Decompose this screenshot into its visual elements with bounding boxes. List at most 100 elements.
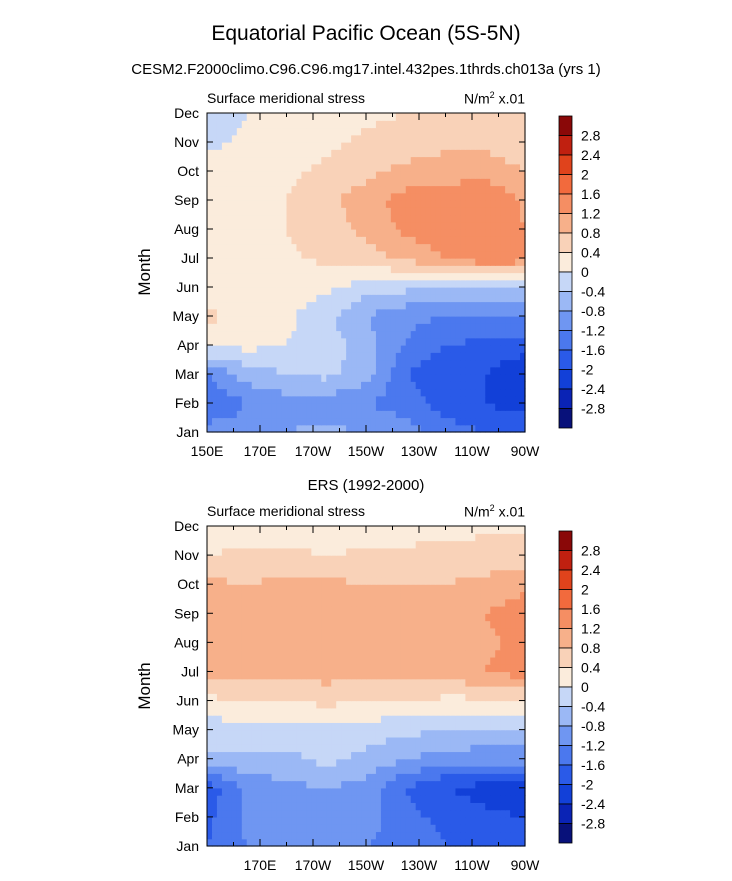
heatmap-cell bbox=[385, 134, 392, 143]
heatmap-cell bbox=[226, 149, 233, 158]
heatmap-cell bbox=[435, 229, 442, 237]
heatmap-cell bbox=[241, 214, 248, 223]
heatmap-cell bbox=[306, 787, 312, 796]
heatmap-cell bbox=[291, 656, 298, 665]
heatmap-cell bbox=[410, 221, 417, 230]
heatmap-cell bbox=[465, 816, 471, 825]
heatmap-cell bbox=[505, 649, 511, 658]
heatmap-cell bbox=[321, 308, 327, 317]
heatmap-cell bbox=[440, 780, 447, 789]
heatmap-cell bbox=[346, 316, 352, 324]
heatmap-cell bbox=[495, 627, 501, 636]
heatmap-cell bbox=[207, 178, 213, 187]
heatmap-cell bbox=[440, 403, 447, 411]
heatmap-cell bbox=[341, 236, 347, 245]
heatmap-cell bbox=[316, 751, 322, 760]
heatmap-cell bbox=[296, 156, 303, 165]
heatmap-cell bbox=[326, 649, 332, 658]
heatmap-cell bbox=[480, 802, 486, 811]
heatmap-cell bbox=[271, 678, 278, 687]
heatmap-cell bbox=[286, 736, 293, 745]
heatmap-cell bbox=[415, 773, 422, 782]
heatmap-cell bbox=[221, 272, 228, 281]
heatmap-cell bbox=[346, 424, 352, 433]
heatmap-cell bbox=[207, 664, 213, 673]
heatmap-cell bbox=[400, 171, 407, 179]
heatmap-cell bbox=[231, 308, 238, 317]
heatmap-cell bbox=[465, 424, 471, 433]
heatmap-cell bbox=[395, 192, 402, 201]
heatmap-cell bbox=[346, 192, 352, 201]
heatmap-cell bbox=[271, 330, 278, 339]
heatmap-cell bbox=[405, 163, 412, 172]
heatmap-cell bbox=[490, 316, 496, 324]
heatmap-cell bbox=[375, 671, 382, 680]
heatmap-cell bbox=[405, 142, 412, 150]
heatmap-cell bbox=[485, 221, 491, 230]
heatmap-cell bbox=[460, 707, 466, 716]
heatmap-cell bbox=[435, 809, 442, 818]
heatmap-cell bbox=[475, 294, 481, 303]
heatmap-cell bbox=[261, 236, 268, 245]
heatmap-cell bbox=[520, 700, 526, 709]
heatmap-cell bbox=[385, 671, 392, 680]
heatmap-cell bbox=[455, 149, 462, 158]
heatmap-cell bbox=[276, 649, 283, 658]
heatmap-cell bbox=[256, 272, 263, 281]
heatmap-cell bbox=[351, 323, 357, 332]
heatmap-cell bbox=[296, 678, 303, 687]
heatmap-cell bbox=[271, 802, 278, 811]
colorbar-label: 2 bbox=[581, 167, 589, 183]
heatmap-cell bbox=[256, 229, 263, 237]
heatmap-cell bbox=[475, 265, 481, 274]
heatmap-cell bbox=[450, 780, 457, 789]
heatmap-cell bbox=[405, 279, 412, 288]
heatmap-cell bbox=[390, 780, 397, 789]
heatmap-cell bbox=[510, 229, 516, 237]
heatmap-cell bbox=[276, 287, 283, 295]
heatmap-cell bbox=[271, 221, 278, 230]
heatmap-cell bbox=[281, 345, 288, 353]
heatmap-cell bbox=[296, 627, 303, 636]
heatmap-cell bbox=[256, 221, 263, 230]
heatmap-cell bbox=[445, 142, 452, 150]
heatmap-cell bbox=[435, 214, 442, 223]
heatmap-cell bbox=[216, 766, 223, 774]
heatmap-cell bbox=[450, 635, 457, 643]
heatmap-cell bbox=[395, 323, 402, 332]
heatmap-cell bbox=[445, 330, 452, 339]
heatmap-cell bbox=[375, 265, 382, 274]
heatmap-cell bbox=[361, 635, 367, 643]
heatmap-cell bbox=[321, 163, 327, 172]
heatmap-cell bbox=[505, 163, 511, 172]
heatmap-cell bbox=[475, 780, 481, 789]
heatmap-cell bbox=[415, 758, 422, 767]
heatmap-cell bbox=[505, 316, 511, 324]
heatmap-cell bbox=[346, 642, 352, 651]
heatmap-cell bbox=[211, 395, 218, 404]
heatmap-cell bbox=[445, 352, 452, 361]
heatmap-cell bbox=[455, 316, 462, 324]
heatmap-cell bbox=[515, 294, 521, 303]
heatmap-cell bbox=[236, 715, 243, 723]
heatmap-cell bbox=[266, 417, 273, 426]
heatmap-cell bbox=[370, 200, 377, 208]
heatmap-cell bbox=[316, 250, 322, 259]
heatmap-cell bbox=[356, 758, 362, 767]
heatmap-cell bbox=[276, 308, 283, 317]
heatmap-cell bbox=[306, 664, 312, 673]
heatmap-cell bbox=[390, 693, 397, 702]
heatmap-cell bbox=[316, 388, 322, 397]
heatmap-cell bbox=[356, 207, 362, 216]
heatmap-cell bbox=[425, 802, 432, 811]
heatmap-cell bbox=[211, 192, 218, 201]
heatmap-cell bbox=[460, 773, 466, 782]
heatmap-cell bbox=[420, 337, 427, 346]
heatmap-cell bbox=[251, 345, 258, 353]
heatmap-cell bbox=[366, 795, 372, 803]
heatmap-cell bbox=[346, 258, 352, 266]
heatmap-cell bbox=[370, 715, 377, 723]
heatmap-cell bbox=[520, 134, 526, 143]
heatmap-cell bbox=[311, 142, 317, 150]
y-tick-label: Aug bbox=[174, 221, 199, 237]
